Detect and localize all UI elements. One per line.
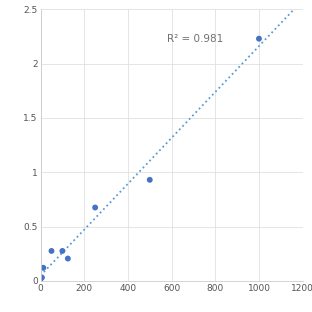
Point (49, 248, 54, 253)
Point (41, 265, 46, 270)
Text: R² = 0.981: R² = 0.981 (167, 34, 223, 44)
Point (256, 36, 261, 41)
Point (39, 275, 44, 280)
Point (93, 205, 98, 210)
Point (38, 276, 43, 281)
Point (147, 177, 152, 182)
Point (60, 248, 65, 253)
Point (66, 256, 71, 261)
